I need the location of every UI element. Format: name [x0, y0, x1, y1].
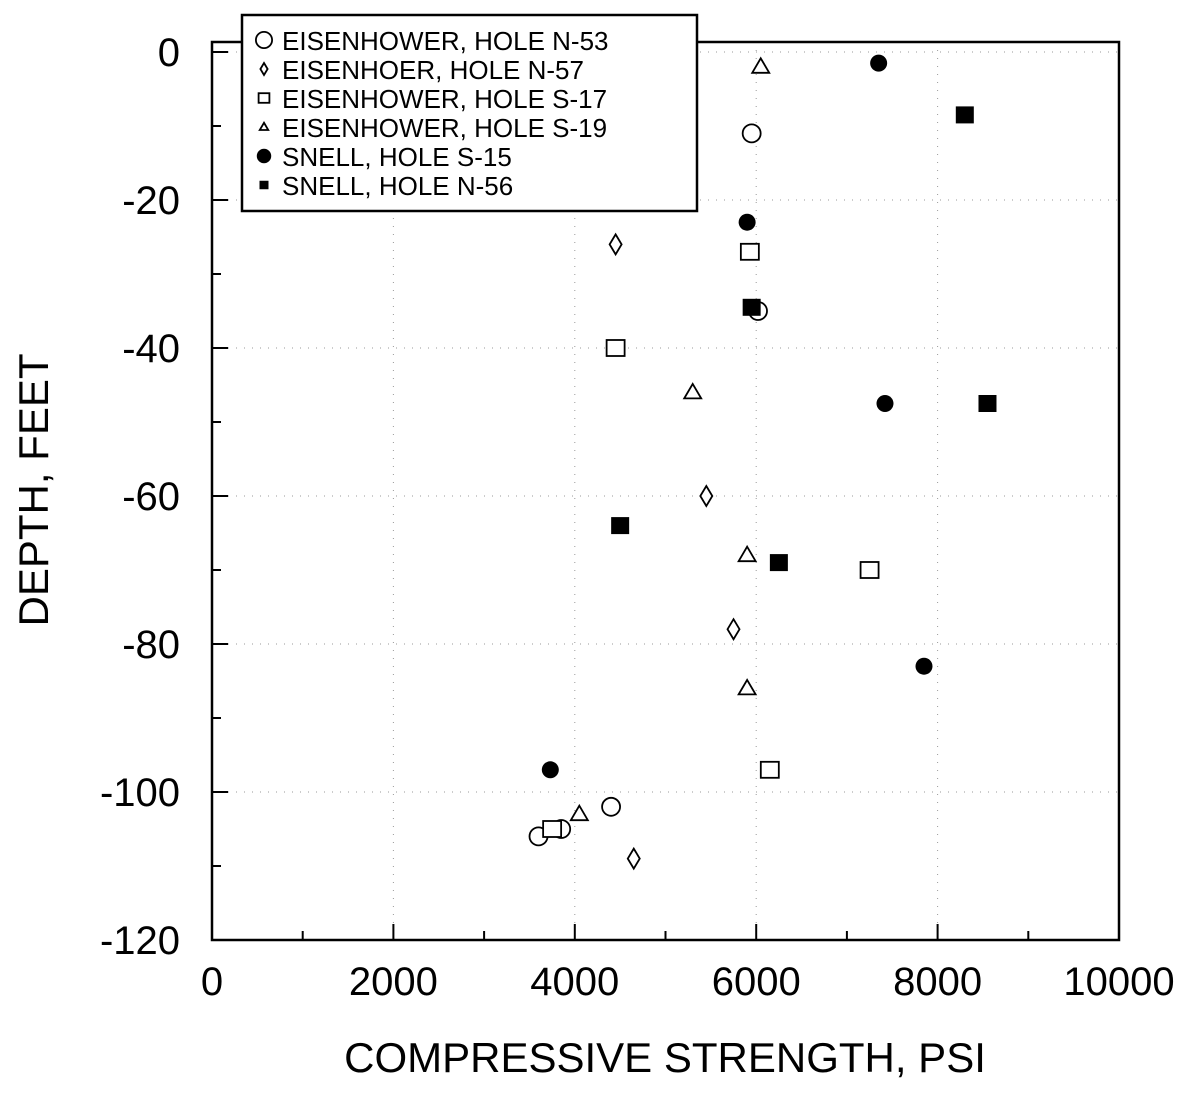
data-point: [915, 657, 933, 675]
data-point: [759, 760, 780, 779]
data-point: [569, 803, 590, 822]
data-point: [601, 796, 621, 817]
data-point: [738, 213, 756, 231]
data-point: [541, 761, 559, 779]
y-tick-label: -100: [100, 771, 180, 815]
y-tick-label: -20: [122, 179, 180, 223]
axis-ticks: 0 -20 -40 -60 -80 -100 -120 0 2000 4000 6000 8000 10…: [100, 31, 1175, 1004]
legend-label: EISENHOWER, HOLE N-53: [282, 26, 609, 56]
legend-label: SNELL, HOLE N-56: [282, 171, 513, 201]
data-point: [605, 339, 626, 357]
legend-marker: [256, 148, 272, 164]
data-point: [739, 242, 760, 261]
x-tick-label: 0: [201, 960, 223, 1004]
legend-marker: [258, 120, 270, 131]
data-point: [682, 382, 703, 400]
data-point: [769, 554, 788, 572]
y-tick-label: -40: [122, 327, 180, 371]
y-tick-label: -80: [122, 623, 180, 667]
x-axis-title: COMPRESSIVE STRENGTH, PSI: [344, 1034, 986, 1081]
data-point: [726, 617, 741, 641]
data-point: [742, 298, 761, 316]
x-tick-label: 6000: [712, 960, 801, 1004]
data-point: [870, 54, 888, 72]
data-point: [699, 484, 714, 508]
legend-label: EISENHOWER, HOLE S-19: [282, 113, 607, 143]
legend-marker: [257, 92, 271, 104]
y-tick-label: 0: [158, 31, 180, 75]
legend-marker: [259, 61, 269, 77]
data-point: [737, 544, 758, 563]
data-point: [750, 56, 771, 74]
y-tick-label: -60: [122, 475, 180, 519]
legend-box: [240, 13, 699, 213]
data-point: [608, 232, 623, 257]
data-point: [978, 395, 997, 412]
x-tick-label: 2000: [349, 960, 438, 1004]
data-point: [611, 517, 630, 535]
x-tick-label: 10000: [1063, 960, 1174, 1004]
legend-label: EISENHOER, HOLE N-57: [282, 55, 584, 85]
data-point: [876, 395, 894, 412]
legend-label: EISENHOWER, HOLE S-17: [282, 84, 607, 114]
legend-marker: [259, 180, 269, 190]
x-tick-label: 4000: [530, 960, 619, 1004]
data-point: [542, 820, 563, 838]
data-point: [737, 678, 758, 696]
data-points: [528, 54, 997, 871]
grid-lines: [212, 42, 1119, 940]
data-point: [626, 846, 641, 871]
x-tick-label: 8000: [893, 960, 982, 1004]
data-point: [955, 106, 974, 124]
legend-label: SNELL, HOLE S-15: [282, 142, 512, 172]
legend-marker: [254, 30, 273, 50]
y-tick-label: -120: [100, 919, 180, 963]
data-point: [859, 561, 880, 579]
y-axis-title: DEPTH, FEET: [10, 353, 57, 626]
data-point: [741, 123, 762, 144]
